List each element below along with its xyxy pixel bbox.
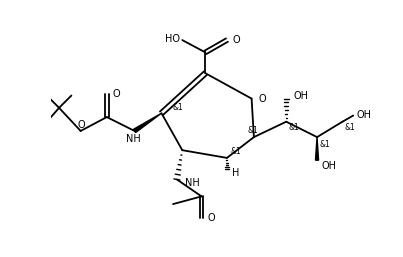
Text: &1: &1 [289,123,299,132]
Text: NH: NH [126,134,140,144]
Text: O: O [113,89,120,99]
Text: OH: OH [356,110,371,120]
Text: O: O [233,35,240,45]
Text: &1: &1 [172,103,183,112]
Text: &1: &1 [231,147,241,156]
Text: H: H [233,168,240,178]
Text: &1: &1 [345,123,355,132]
Text: &1: &1 [248,126,258,135]
Text: OH: OH [294,91,309,101]
Polygon shape [316,137,319,160]
Text: O: O [78,120,85,130]
Text: NH: NH [185,178,199,188]
Text: O: O [208,213,215,223]
Text: &1: &1 [319,140,330,149]
Text: OH: OH [322,161,337,171]
Polygon shape [133,113,162,133]
Text: O: O [258,94,266,104]
Text: HO: HO [165,34,180,44]
